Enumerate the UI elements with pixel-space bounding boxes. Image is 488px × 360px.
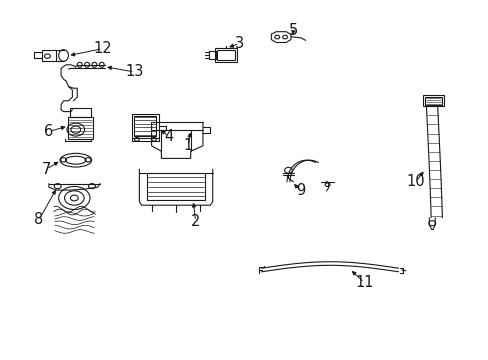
Text: 9: 9 xyxy=(296,183,305,198)
Text: 11: 11 xyxy=(354,275,373,290)
Text: 5: 5 xyxy=(288,23,297,38)
Text: 13: 13 xyxy=(125,64,143,80)
Text: 2: 2 xyxy=(190,214,200,229)
Text: 3: 3 xyxy=(235,36,244,51)
Text: 10: 10 xyxy=(406,174,424,189)
Bar xyxy=(217,50,235,60)
Bar xyxy=(209,51,215,59)
Bar xyxy=(215,48,237,62)
Bar xyxy=(422,95,443,106)
Text: 12: 12 xyxy=(93,41,112,56)
Bar xyxy=(132,114,159,138)
Text: 7: 7 xyxy=(41,162,51,177)
Bar xyxy=(68,117,93,139)
Bar xyxy=(134,116,156,136)
Text: 1: 1 xyxy=(183,138,192,153)
Bar xyxy=(424,97,441,105)
Text: 6: 6 xyxy=(44,124,53,139)
Bar xyxy=(70,108,91,117)
Text: 4: 4 xyxy=(164,129,173,144)
Text: 8: 8 xyxy=(35,212,43,227)
